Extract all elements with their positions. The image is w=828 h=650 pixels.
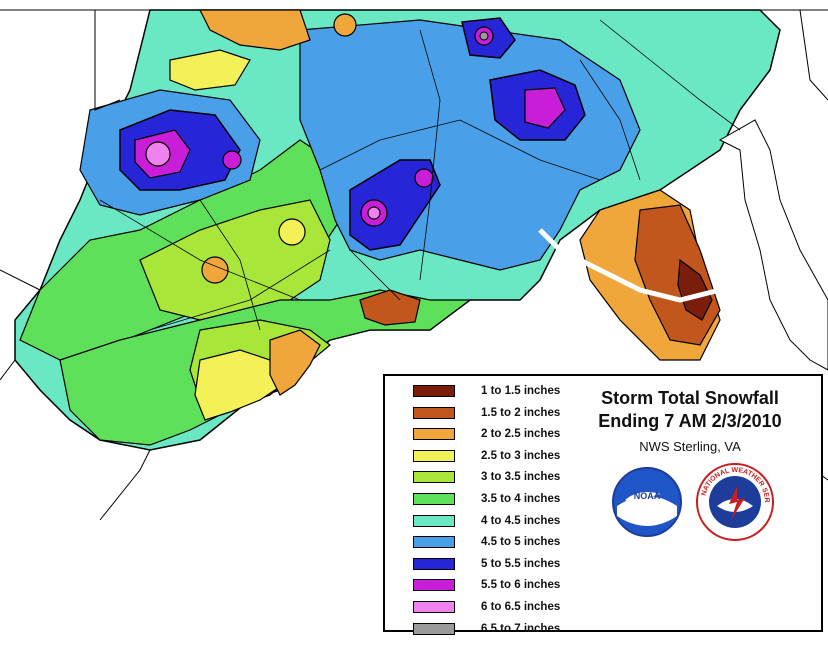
legend-item: 6.5 to 7 inches [413,622,560,636]
potomac-river [538,228,721,303]
legend-label: 5 to 5.5 inches [481,557,561,570]
legend-label: 4.5 to 5 inches [481,536,561,549]
legend-item: 3 to 3.5 inches [413,470,560,484]
legend-item: 4 to 4.5 inches [413,514,560,528]
county-boundaries [99,19,741,331]
legend-label: 5.5 to 6 inches [481,579,561,592]
legend-swatch [413,557,455,570]
region-2.5to3-center-spot [278,218,306,246]
legend-label: 1.5 to 2 inches [481,406,561,419]
region-5.5to6-center2 [414,168,434,188]
region-6.5to7-north [479,31,489,41]
legend-swatch [413,471,455,484]
region-2to2.5-south [269,329,321,396]
legend-swatch [413,406,455,419]
region-5.5to6-northeast [524,87,566,129]
legend-item: 4.5 to 5 inches [413,535,560,549]
legend-label: 3 to 3.5 inches [481,471,561,484]
legend-item: 3.5 to 4 inches [413,492,560,506]
legend-item: 1.5 to 2 inches [413,406,560,420]
legend-swatch [413,449,455,462]
legend-item: 5 to 5.5 inches [413,557,560,571]
nws-logo: NATIONAL WEATHER SERVICE [695,462,774,541]
legend-swatch [413,493,455,505]
legend-label: 6.5 to 7 inches [481,622,561,635]
map-legend-panel: 1 to 1.5 inches 1.5 to 2 inches 2 to 2.5 i… [383,374,823,635]
legend-item: 6 to 6.5 inches [413,600,560,614]
noaa-logo: NOAA [612,467,682,537]
legend-label: 6 to 6.5 inches [481,601,561,613]
legend-swatch [413,514,455,527]
legend-label: 2 to 2.5 inches [481,428,561,441]
region-1to1.5-southeast [677,258,713,321]
legend-label: 1 to 1.5 inches [481,385,561,397]
legend-swatch [413,601,455,613]
chesapeake-bay [718,119,828,371]
map-title-line1: Storm Total Snowfall [601,388,779,408]
legend-swatch [413,579,455,592]
legend-swatch [413,428,455,441]
legend-label: 2.5 to 3 inches [481,449,561,462]
legend-label: 3.5 to 4 inches [481,493,561,505]
legend-swatch [413,536,455,549]
region-2.5to3-south [194,349,291,421]
region-2to2.5-north-spot [333,13,357,37]
region-6to6.5-center [367,206,381,220]
noaa-logo-text: NOAA [634,491,661,501]
region-5.5to6-west-small [222,150,242,170]
legend-swatch [413,385,455,397]
region-2.5to3-north [169,49,251,91]
legend-item: 2 to 2.5 inches [413,427,560,441]
map-title-line2: Ending 7 AM 2/3/2010 [598,411,782,431]
legend-item: 1 to 1.5 inches [413,384,560,398]
legend-item: 5.5 to 6 inches [413,578,560,592]
legend-swatch [413,622,455,635]
region-6to6.5-west [145,141,171,167]
legend-item: 2.5 to 3 inches [413,449,560,463]
issuing-office: NWS Sterling, VA [639,439,741,454]
legend-label: 4 to 4.5 inches [481,514,561,527]
